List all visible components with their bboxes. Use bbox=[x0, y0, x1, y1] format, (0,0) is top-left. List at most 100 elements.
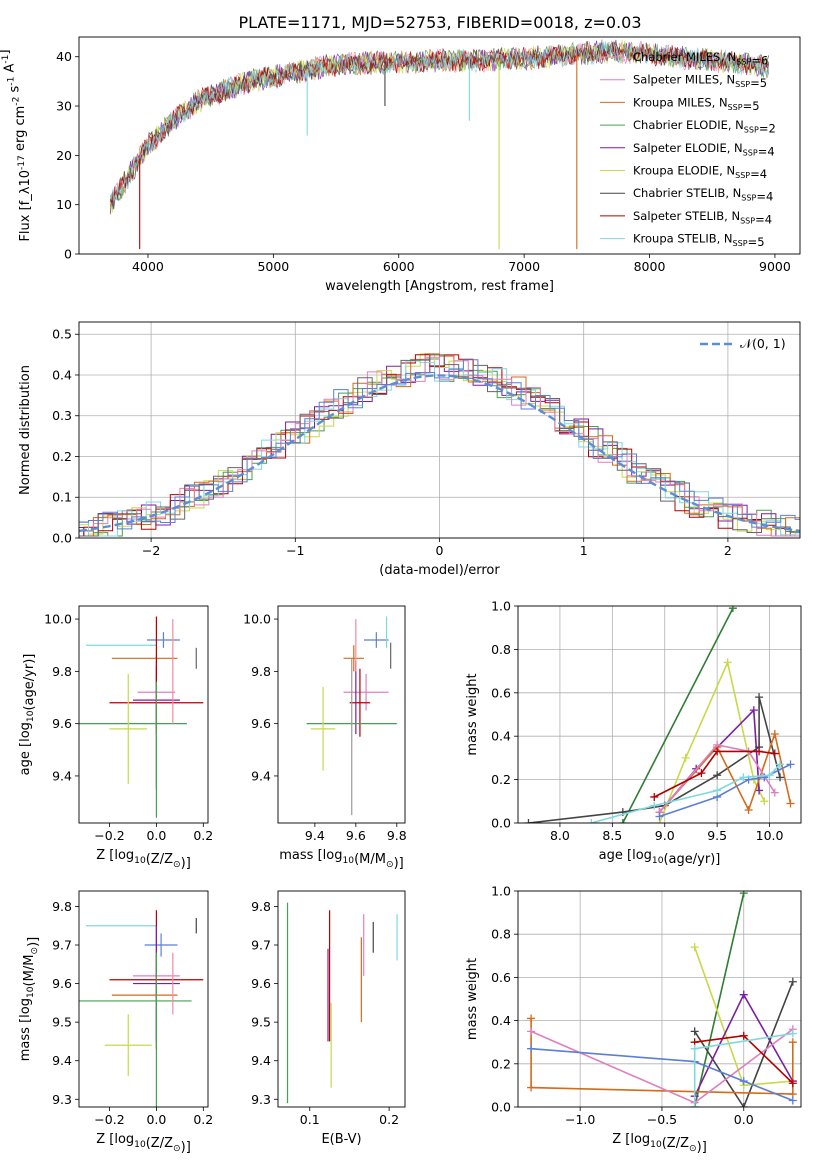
weight-marker bbox=[770, 788, 779, 797]
figure-title: PLATE=1171, MJD=52753, FIBERID=0018, z=0… bbox=[238, 13, 641, 32]
y-tick-label: 40 bbox=[56, 49, 72, 64]
plot-area bbox=[306, 616, 397, 816]
x-tick-label: 4000 bbox=[132, 259, 164, 274]
plot-area bbox=[109, 39, 770, 250]
y-tick-label: 0.0 bbox=[52, 531, 72, 546]
spectrum-line bbox=[109, 43, 770, 203]
spectrum-line bbox=[110, 41, 770, 201]
y-tick-label: 10.0 bbox=[44, 612, 72, 627]
histogram-series bbox=[79, 356, 800, 537]
x-tick-label: −1.0 bbox=[565, 1112, 595, 1127]
legend-label: Kroupa ELODIE, NSSP=4 bbox=[633, 164, 767, 181]
weight-marker bbox=[713, 771, 722, 780]
errorbar-point bbox=[310, 687, 336, 771]
errorbar-point bbox=[343, 645, 365, 672]
weight-marker bbox=[713, 786, 722, 795]
weight-marker bbox=[587, 819, 596, 823]
x-tick-label: 9.5 bbox=[707, 828, 727, 843]
y-tick-label: 10 bbox=[56, 197, 72, 212]
y-tick-label: 9.6 bbox=[251, 976, 271, 991]
y-axis-label: mass [log10(M/M⊙)] bbox=[18, 937, 41, 1061]
x-tick-label: −0.2 bbox=[94, 1112, 124, 1127]
weight-marker bbox=[650, 792, 659, 801]
weight-line bbox=[658, 744, 776, 813]
weight-marker bbox=[524, 819, 533, 823]
weight-marker bbox=[776, 773, 785, 782]
x-tick-label: −0.5 bbox=[647, 1112, 677, 1127]
panel-z-weight: −1.0 −0.5 0.0 0.0 0.2 0.4 0.6 0.8 1.0 Z [log10(Z/… bbox=[465, 884, 802, 1155]
axes-frame bbox=[517, 890, 802, 1108]
y-tick-label: 0.8 bbox=[491, 927, 511, 942]
weight-marker bbox=[788, 977, 797, 986]
x-axis-label: Z [log10(Z/Z⊙)] bbox=[612, 1132, 707, 1155]
y-tick-label: 0.3 bbox=[52, 408, 72, 423]
x-tick-label: 0.1 bbox=[300, 1112, 320, 1127]
y-tick-label: 0.4 bbox=[491, 729, 511, 744]
weight-marker bbox=[728, 606, 737, 613]
weight-marker bbox=[650, 801, 659, 810]
legend-label: Salpeter MILES, NSSP=5 bbox=[633, 73, 767, 90]
y-tick-label: 0.4 bbox=[491, 1013, 511, 1028]
weight-marker bbox=[786, 799, 795, 808]
y-tick-label: 0.2 bbox=[491, 1056, 511, 1071]
panel-z-mass: −0.2 0.0 0.2 9.3 9.4 9.5 9.6 9.7 9.8 Z [log10(Z/Z… bbox=[18, 890, 213, 1155]
y-tick-label: 9.7 bbox=[52, 938, 72, 953]
y-tick-label: 9.5 bbox=[251, 1015, 271, 1030]
x-axis-label: Z [log10(Z/Z⊙)] bbox=[96, 848, 191, 871]
weight-marker bbox=[788, 1038, 797, 1047]
y-axis-label: mass weight bbox=[465, 958, 480, 1040]
weight-line bbox=[531, 1047, 794, 1102]
legend-label: Chabrier MILES, NSSP=6 bbox=[633, 50, 768, 67]
y-tick-label: 0.2 bbox=[491, 772, 511, 787]
x-tick-label: 0.0 bbox=[734, 1112, 754, 1127]
legend-label: Salpeter ELODIE, NSSP=4 bbox=[633, 141, 775, 158]
x-tick-label: 9.8 bbox=[387, 828, 407, 843]
panel-ebv-mass: 0.1 0.2 9.3 9.4 9.5 9.6 9.7 9.8 E(B-V) bbox=[251, 890, 406, 1147]
weight-marker bbox=[697, 769, 706, 778]
x-tick-label: −0.2 bbox=[94, 828, 124, 843]
weight-marker bbox=[618, 819, 627, 823]
x-tick-label: 10.0 bbox=[756, 828, 784, 843]
errorbar-point bbox=[109, 673, 148, 784]
axes-frame bbox=[78, 321, 801, 539]
y-tick-label: 9.6 bbox=[52, 976, 72, 991]
weight-marker bbox=[755, 693, 764, 702]
y-tick-label: 0.0 bbox=[491, 1100, 511, 1115]
weight-marker bbox=[770, 730, 779, 739]
y-tick-label: 0.8 bbox=[491, 642, 511, 657]
legend-label: Kroupa MILES, NSSP=5 bbox=[633, 95, 760, 112]
weight-line bbox=[694, 981, 794, 1107]
weight-marker bbox=[739, 891, 748, 898]
y-tick-label: 9.8 bbox=[251, 899, 271, 914]
x-axis-label: age [log10(age/yr)] bbox=[599, 848, 721, 867]
histogram-series bbox=[79, 354, 800, 537]
y-tick-label: 9.4 bbox=[52, 1053, 72, 1068]
weight-marker bbox=[786, 760, 795, 769]
weight-marker bbox=[744, 805, 753, 814]
weight-marker bbox=[655, 812, 664, 821]
y-axis-label: Normed distribution bbox=[18, 365, 33, 495]
weight-line bbox=[530, 1018, 794, 1095]
weight-marker bbox=[527, 1083, 536, 1092]
weight-marker bbox=[739, 1077, 748, 1086]
axes-frame bbox=[277, 890, 406, 1108]
normal-curve bbox=[79, 374, 800, 533]
plot-area bbox=[79, 910, 204, 1107]
weight-marker bbox=[760, 773, 769, 782]
weight-marker bbox=[770, 749, 779, 758]
errorbar-point bbox=[144, 933, 178, 957]
y-tick-label: 9.7 bbox=[251, 938, 271, 953]
weight-marker bbox=[765, 771, 774, 780]
y-tick-label: 9.6 bbox=[52, 716, 72, 731]
x-tick-label: 0 bbox=[436, 543, 444, 558]
weight-line bbox=[591, 763, 781, 823]
y-tick-label: 0.4 bbox=[52, 367, 72, 382]
x-tick-label: 9.6 bbox=[346, 828, 366, 843]
errorbar-point bbox=[364, 632, 389, 648]
y-tick-label: 9.4 bbox=[52, 768, 72, 783]
x-axis-label: (data-model)/error bbox=[379, 563, 500, 578]
x-tick-label: 8.5 bbox=[602, 828, 622, 843]
weight-marker bbox=[723, 658, 732, 667]
y-tick-label: 9.5 bbox=[52, 1015, 72, 1030]
